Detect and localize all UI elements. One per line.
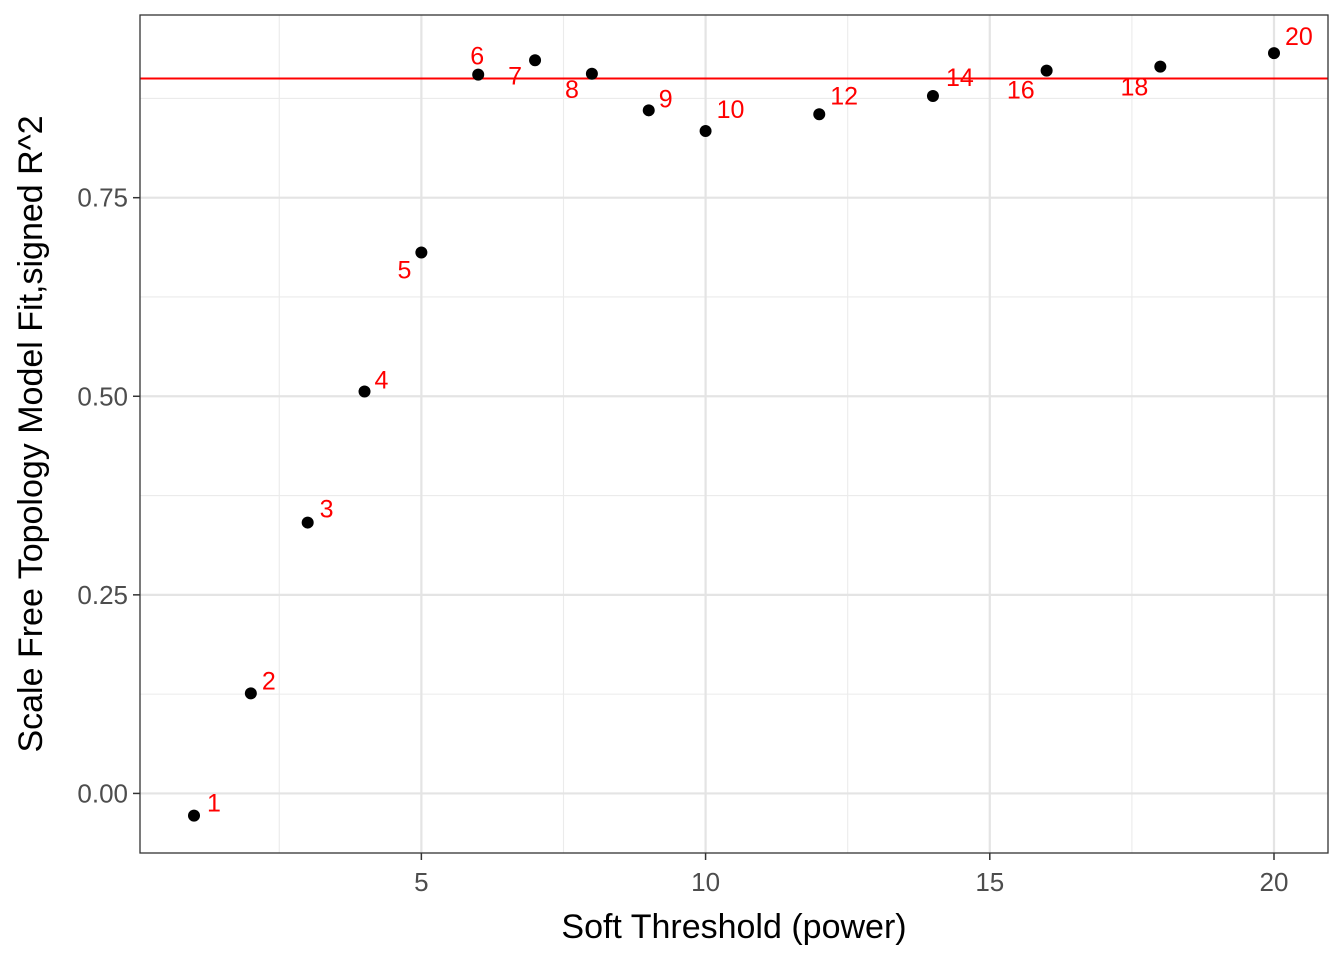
data-point xyxy=(699,124,712,137)
x-tick-label: 20 xyxy=(1260,867,1289,897)
data-point xyxy=(415,246,428,259)
point-label: 3 xyxy=(320,496,334,524)
point-label: 10 xyxy=(717,96,745,124)
point-label: 20 xyxy=(1285,23,1313,51)
data-point xyxy=(926,90,939,103)
data-point xyxy=(244,687,257,700)
y-tick-label: 0.25 xyxy=(77,580,128,610)
point-label: 12 xyxy=(830,82,858,110)
data-point xyxy=(813,108,826,121)
plot-panel-border xyxy=(139,14,1329,854)
x-axis-title: Soft Threshold (power) xyxy=(561,908,906,946)
data-point xyxy=(585,67,598,80)
point-label: 4 xyxy=(375,367,389,395)
point-label: 2 xyxy=(262,667,276,695)
data-point xyxy=(301,516,314,529)
data-point xyxy=(1268,47,1280,60)
data-point xyxy=(1040,64,1053,77)
x-tick-label: 5 xyxy=(414,867,428,897)
point-label: 9 xyxy=(659,85,673,113)
point-label: 18 xyxy=(1121,74,1149,102)
point-label: 16 xyxy=(1007,77,1035,105)
data-point xyxy=(642,104,655,117)
x-tick-label: 10 xyxy=(691,867,720,897)
y-tick-label: 0.75 xyxy=(77,183,128,213)
x-tick-label: 15 xyxy=(975,867,1004,897)
grid-layer xyxy=(140,15,1328,853)
data-point xyxy=(358,385,371,398)
point-label: 14 xyxy=(946,64,974,92)
y-axis-ticks: 0.00 0.25 0.50 0.75 xyxy=(77,183,140,808)
point-label: 1 xyxy=(207,790,221,818)
y-tick-label: 0.00 xyxy=(77,778,128,808)
point-label: 5 xyxy=(397,256,411,284)
x-axis-ticks: 5 10 15 20 xyxy=(414,853,1288,897)
y-axis-title: Scale Free Topology Model Fit,signed R^2 xyxy=(12,115,50,752)
point-label: 7 xyxy=(508,62,522,90)
point-label: 6 xyxy=(470,43,484,71)
data-point xyxy=(1154,60,1167,73)
data-point xyxy=(188,809,200,822)
data-points-layer xyxy=(188,47,1280,822)
y-tick-label: 0.50 xyxy=(77,381,128,411)
point-label: 8 xyxy=(565,76,579,104)
data-point xyxy=(529,54,542,67)
data-point xyxy=(472,68,485,81)
